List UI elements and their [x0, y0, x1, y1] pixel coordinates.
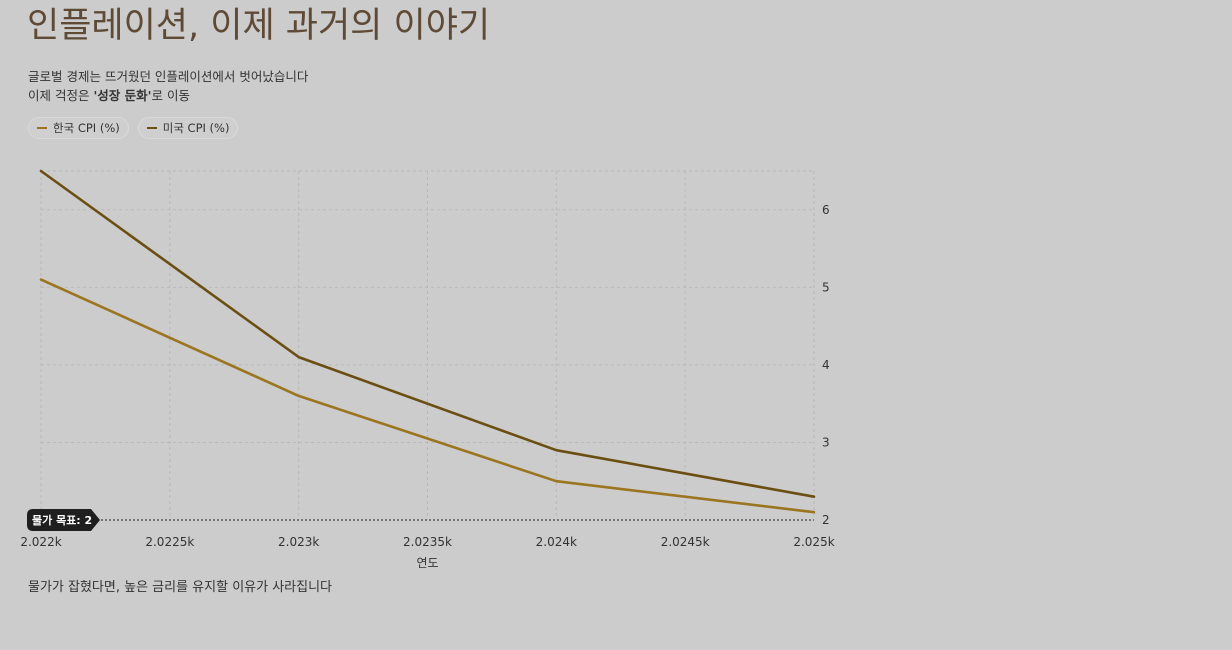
reference-badge [27, 509, 100, 531]
page-title: 인플레이션, 이제 과거의 이야기 [27, 6, 491, 46]
y-tick-label: 4 [822, 358, 830, 372]
x-tick-label: 2.025k [793, 535, 834, 549]
legend-item-korea[interactable]: 한국 CPI (%) [28, 117, 129, 139]
series-line-usa [39, 169, 816, 499]
legend-label-usa: 미국 CPI (%) [162, 121, 230, 135]
y-tick-label: 6 [822, 203, 830, 217]
x-tick-label: 2.0225k [145, 535, 194, 549]
y-tick-label: 3 [822, 435, 830, 449]
subtitle-line-2-bold: '성장 둔화' [93, 88, 152, 103]
legend-label-korea: 한국 CPI (%) [53, 121, 120, 135]
subtitle-line-1: 글로벌 경제는 뜨거웠던 인플레이션에서 벗어났습니다 [28, 69, 309, 84]
x-tick-label: 2.024k [536, 535, 577, 549]
subtitle-line-2: 이제 걱정은 '성장 둔화'로 이동 [28, 86, 308, 105]
badge-layer: 물가 목표: 2 [27, 509, 100, 531]
series-line-korea [39, 278, 816, 514]
x-tick-label: 2.0235k [403, 535, 452, 549]
page-subtitle: 글로벌 경제는 뜨거웠던 인플레이션에서 벗어났습니다 이제 걱정은 '성장 둔… [28, 67, 308, 105]
y-tick-label: 5 [822, 280, 830, 294]
x-tick-label: 2.023k [278, 535, 319, 549]
x-tick-label: 2.0245k [661, 535, 710, 549]
chart-footnote: 물가가 잡혔다면, 높은 금리를 유지할 이유가 사라집니다 [28, 580, 333, 595]
subtitle-line-2-post: 로 이동 [151, 88, 190, 103]
chart-legend: 한국 CPI (%) 미국 CPI (%) [28, 117, 239, 139]
y-tick-label: 2 [822, 513, 830, 527]
legend-item-usa[interactable]: 미국 CPI (%) [137, 117, 239, 139]
reference-badge-label: 물가 목표: 2 [32, 513, 92, 527]
x-tick-label: 2.022k [20, 535, 61, 549]
legend-swatch-usa [146, 127, 157, 129]
subtitle-line-2-pre: 이제 걱정은 [28, 88, 94, 103]
x-axis-label: 연도 [416, 556, 438, 570]
axis-layer: 2 3 4 5 6 2.022k 2.0225k 2.023k 2.0235k 2.024k 2.0… [20, 203, 834, 570]
grid-layer [40, 170, 815, 520]
series-layer [39, 169, 816, 514]
legend-swatch-korea [37, 127, 47, 129]
